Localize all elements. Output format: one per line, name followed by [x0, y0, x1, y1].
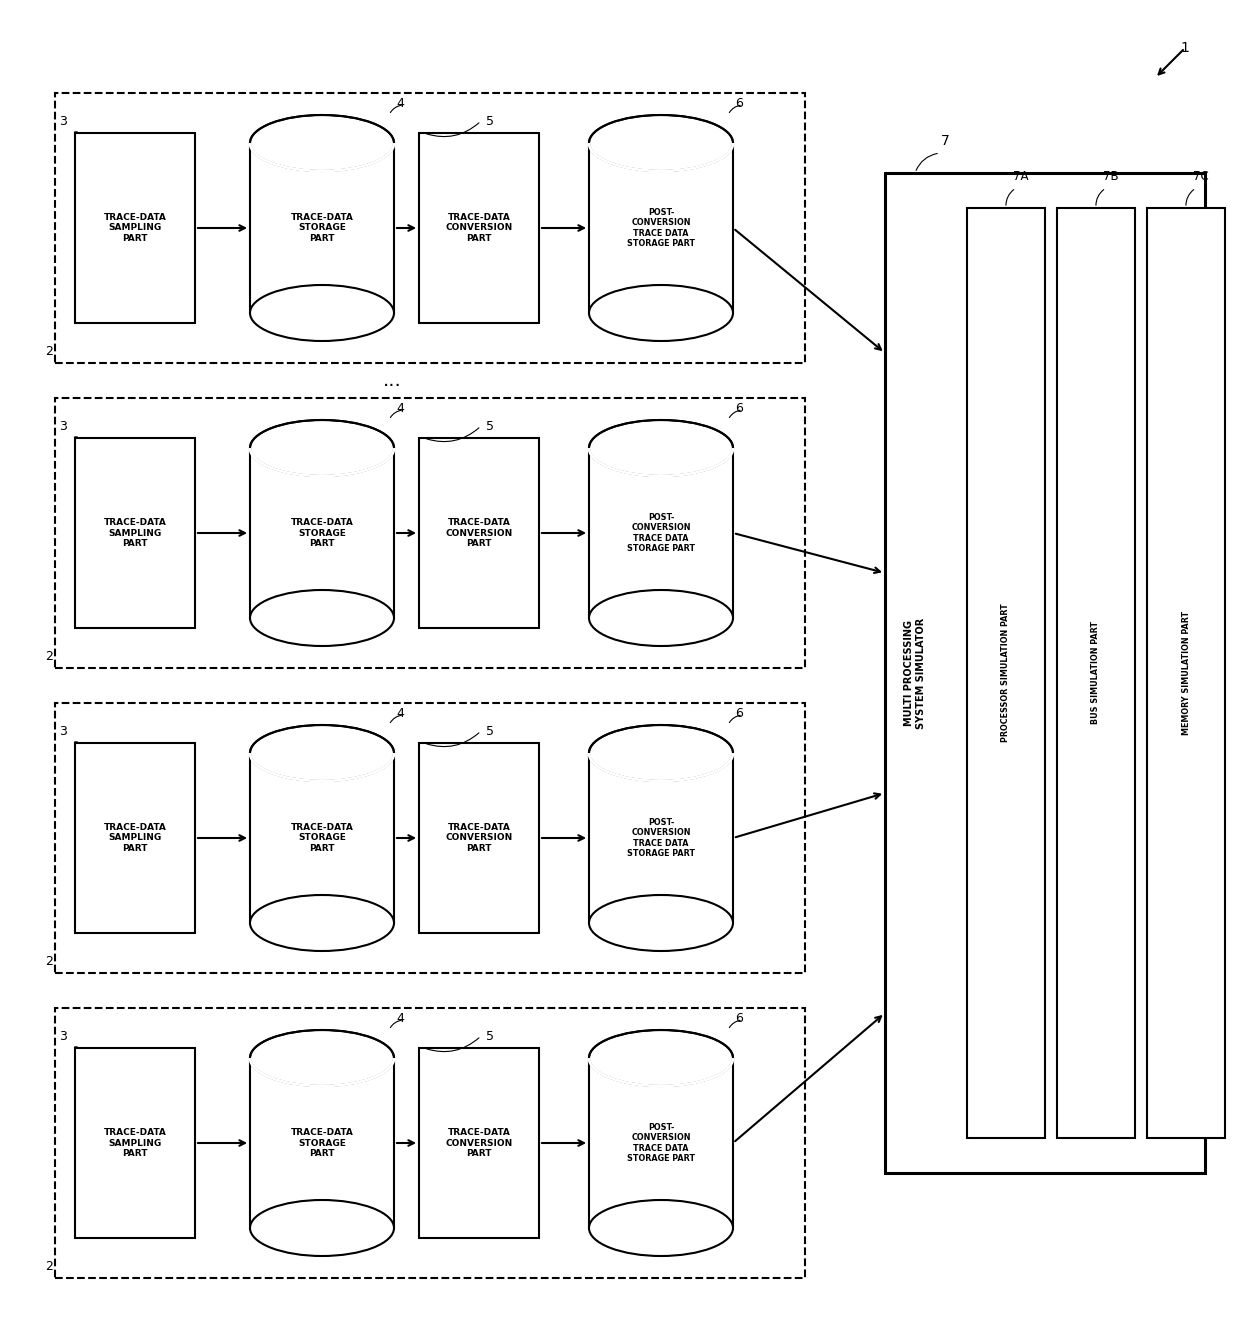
Text: 5: 5: [486, 725, 494, 738]
Bar: [74, 438, 195, 628]
Text: TRACE-DATA
CONVERSION
PART: TRACE-DATA CONVERSION PART: [445, 1129, 512, 1158]
Text: POST-
CONVERSION
TRACE DATA
STORAGE PART: POST- CONVERSION TRACE DATA STORAGE PART: [627, 1123, 694, 1163]
Text: 7A: 7A: [1013, 169, 1029, 183]
Text: 6: 6: [735, 402, 743, 415]
Bar: [250, 923, 394, 951]
Text: POST-
CONVERSION
TRACE DATA
STORAGE PART: POST- CONVERSION TRACE DATA STORAGE PART: [627, 208, 694, 249]
Text: TRACE-DATA
STORAGE
PART: TRACE-DATA STORAGE PART: [290, 213, 353, 243]
Ellipse shape: [589, 894, 733, 951]
Bar: [589, 143, 733, 314]
Ellipse shape: [589, 725, 733, 781]
Bar: [55, 398, 805, 668]
Text: TRACE-DATA
STORAGE
PART: TRACE-DATA STORAGE PART: [290, 823, 353, 853]
Bar: [885, 173, 1205, 1174]
Ellipse shape: [250, 284, 394, 341]
Text: POST-
CONVERSION
TRACE DATA
STORAGE PART: POST- CONVERSION TRACE DATA STORAGE PART: [627, 513, 694, 553]
Ellipse shape: [250, 1031, 394, 1086]
Text: TRACE-DATA
CONVERSION
PART: TRACE-DATA CONVERSION PART: [445, 823, 512, 853]
Text: TRACE-DATA
CONVERSION
PART: TRACE-DATA CONVERSION PART: [445, 519, 512, 548]
Text: 7B: 7B: [1104, 169, 1118, 183]
Ellipse shape: [250, 115, 394, 171]
Ellipse shape: [589, 1200, 733, 1256]
Text: 2: 2: [45, 1259, 53, 1273]
Bar: [589, 314, 733, 341]
Bar: [1147, 208, 1225, 1138]
Text: 3: 3: [60, 725, 67, 738]
Text: TRACE-DATA
CONVERSION
PART: TRACE-DATA CONVERSION PART: [445, 213, 512, 243]
Text: TRACE-DATA
SAMPLING
PART: TRACE-DATA SAMPLING PART: [104, 519, 166, 548]
Text: TRACE-DATA
SAMPLING
PART: TRACE-DATA SAMPLING PART: [104, 213, 166, 243]
Bar: [419, 744, 539, 933]
Bar: [250, 1228, 394, 1256]
Bar: [74, 744, 195, 933]
Bar: [589, 753, 733, 923]
Bar: [250, 1058, 394, 1228]
Text: 3: 3: [60, 1031, 67, 1043]
Text: 3: 3: [60, 419, 67, 433]
Bar: [55, 703, 805, 972]
Bar: [419, 438, 539, 628]
Text: 4: 4: [396, 97, 404, 110]
Text: 7C: 7C: [1193, 169, 1209, 183]
Bar: [74, 1048, 195, 1238]
Text: MEMORY SIMULATION PART: MEMORY SIMULATION PART: [1182, 611, 1190, 736]
Text: 4: 4: [396, 402, 404, 415]
Ellipse shape: [589, 419, 733, 476]
Text: TRACE-DATA
STORAGE
PART: TRACE-DATA STORAGE PART: [290, 519, 353, 548]
Text: 2: 2: [45, 345, 53, 359]
Ellipse shape: [589, 115, 733, 171]
Text: 6: 6: [735, 1012, 743, 1025]
Bar: [250, 753, 394, 923]
Bar: [74, 134, 195, 323]
Text: ...: ...: [383, 370, 402, 390]
Ellipse shape: [589, 284, 733, 341]
Text: TRACE-DATA
SAMPLING
PART: TRACE-DATA SAMPLING PART: [104, 823, 166, 853]
Text: 5: 5: [486, 419, 494, 433]
Text: 7: 7: [941, 134, 950, 148]
Text: TRACE-DATA
STORAGE
PART: TRACE-DATA STORAGE PART: [290, 1129, 353, 1158]
Text: PROCESSOR SIMULATION PART: PROCESSOR SIMULATION PART: [1002, 603, 1011, 742]
Text: 4: 4: [396, 1012, 404, 1025]
Bar: [250, 618, 394, 646]
Bar: [589, 923, 733, 951]
Text: 5: 5: [486, 115, 494, 128]
Text: POST-
CONVERSION
TRACE DATA
STORAGE PART: POST- CONVERSION TRACE DATA STORAGE PART: [627, 818, 694, 859]
Text: 5: 5: [486, 1031, 494, 1043]
Text: 2: 2: [45, 650, 53, 663]
Text: 6: 6: [735, 706, 743, 720]
Bar: [967, 208, 1045, 1138]
Bar: [55, 93, 805, 363]
Ellipse shape: [250, 894, 394, 951]
Ellipse shape: [250, 590, 394, 646]
Text: 2: 2: [45, 955, 53, 968]
Text: 1: 1: [1180, 41, 1189, 56]
Bar: [1056, 208, 1135, 1138]
Bar: [55, 1008, 805, 1278]
Ellipse shape: [250, 725, 394, 781]
Ellipse shape: [589, 590, 733, 646]
Bar: [589, 1058, 733, 1228]
Bar: [250, 448, 394, 618]
Ellipse shape: [250, 1200, 394, 1256]
Bar: [589, 1228, 733, 1256]
Ellipse shape: [250, 419, 394, 476]
Bar: [589, 618, 733, 646]
Text: MULTI PROCESSING
SYSTEM SIMULATOR: MULTI PROCESSING SYSTEM SIMULATOR: [904, 618, 926, 729]
Bar: [419, 1048, 539, 1238]
Text: 6: 6: [735, 97, 743, 110]
Bar: [589, 448, 733, 618]
Text: 4: 4: [396, 706, 404, 720]
Text: BUS SIMULATION PART: BUS SIMULATION PART: [1091, 622, 1101, 725]
Bar: [250, 143, 394, 314]
Text: TRACE-DATA
SAMPLING
PART: TRACE-DATA SAMPLING PART: [104, 1129, 166, 1158]
Text: 3: 3: [60, 115, 67, 128]
Bar: [250, 314, 394, 341]
Ellipse shape: [589, 1031, 733, 1086]
Bar: [419, 134, 539, 323]
